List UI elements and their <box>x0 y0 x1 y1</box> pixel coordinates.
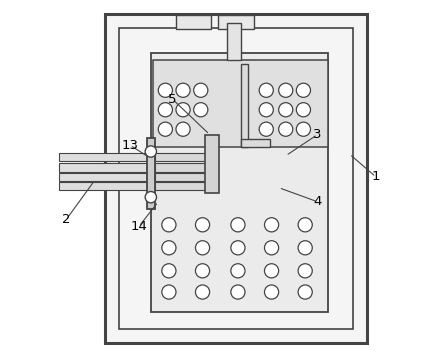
Circle shape <box>176 122 190 136</box>
Text: 13: 13 <box>122 139 139 152</box>
Circle shape <box>162 264 176 278</box>
Text: 3: 3 <box>313 128 322 141</box>
Circle shape <box>298 241 312 255</box>
Circle shape <box>158 83 172 97</box>
Bar <box>59 173 148 181</box>
Bar <box>151 53 328 312</box>
Bar <box>147 138 155 209</box>
Bar <box>176 15 211 29</box>
Circle shape <box>259 83 274 97</box>
Bar <box>206 135 219 193</box>
Bar <box>155 153 206 161</box>
Circle shape <box>265 285 279 299</box>
Circle shape <box>259 103 274 117</box>
Circle shape <box>298 285 312 299</box>
Text: 4: 4 <box>313 195 322 208</box>
Circle shape <box>195 218 210 232</box>
Bar <box>59 182 148 190</box>
Circle shape <box>158 122 172 136</box>
Circle shape <box>194 103 208 117</box>
Circle shape <box>298 218 312 232</box>
Text: 14: 14 <box>131 220 147 233</box>
Bar <box>241 64 248 147</box>
Circle shape <box>195 241 210 255</box>
Text: 1: 1 <box>372 171 380 183</box>
Circle shape <box>231 285 245 299</box>
Bar <box>155 182 206 190</box>
Circle shape <box>279 83 293 97</box>
Circle shape <box>195 264 210 278</box>
Circle shape <box>279 122 293 136</box>
Circle shape <box>279 103 293 117</box>
Bar <box>59 163 148 172</box>
Bar <box>105 14 367 343</box>
Bar <box>218 15 254 29</box>
Circle shape <box>162 241 176 255</box>
Circle shape <box>231 218 245 232</box>
Bar <box>153 60 328 147</box>
Circle shape <box>162 218 176 232</box>
Circle shape <box>265 241 279 255</box>
Bar <box>119 28 353 329</box>
Bar <box>241 139 270 147</box>
Circle shape <box>298 264 312 278</box>
Circle shape <box>296 83 310 97</box>
Text: 5: 5 <box>168 93 177 105</box>
Circle shape <box>158 103 172 117</box>
Text: 2: 2 <box>62 213 71 226</box>
Circle shape <box>176 83 190 97</box>
Circle shape <box>176 103 190 117</box>
Circle shape <box>296 103 310 117</box>
Circle shape <box>231 241 245 255</box>
Circle shape <box>265 264 279 278</box>
Bar <box>155 173 206 181</box>
Circle shape <box>265 218 279 232</box>
Circle shape <box>231 264 245 278</box>
Circle shape <box>259 122 274 136</box>
Bar <box>155 163 206 172</box>
Circle shape <box>296 122 310 136</box>
Circle shape <box>145 146 156 157</box>
Bar <box>59 153 148 161</box>
Circle shape <box>145 192 156 203</box>
Bar <box>227 23 242 60</box>
Circle shape <box>195 285 210 299</box>
Circle shape <box>162 285 176 299</box>
Circle shape <box>194 83 208 97</box>
